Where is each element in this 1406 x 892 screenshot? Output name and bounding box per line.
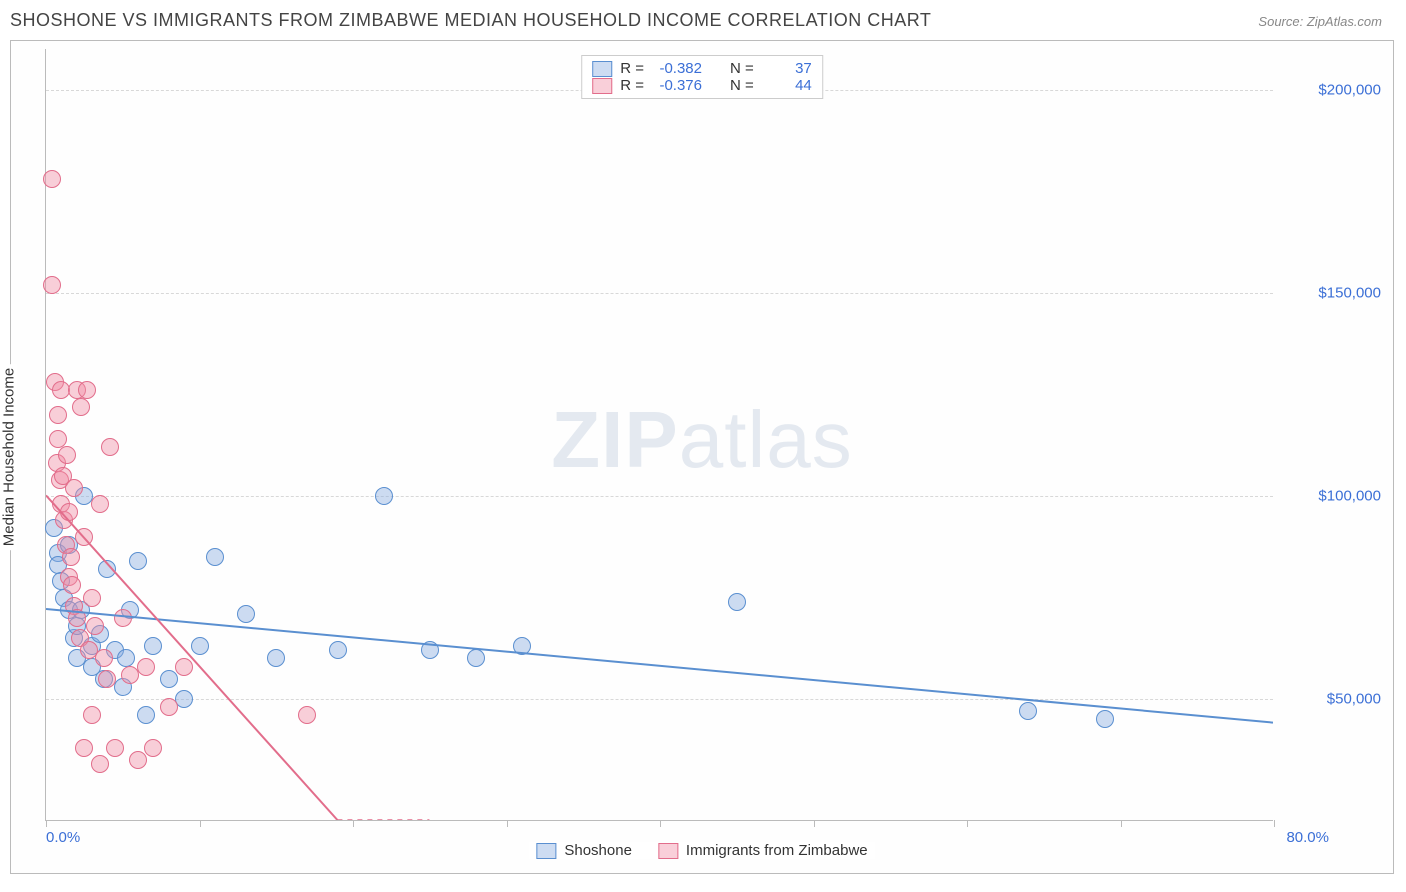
data-point [206,548,224,566]
source-name: ZipAtlas.com [1307,14,1382,29]
series-label: Shoshone [564,842,632,859]
data-point [728,593,746,611]
data-point [98,560,116,578]
x-tick [1121,820,1122,827]
data-point [75,528,93,546]
data-point [65,479,83,497]
n-label: N = [730,77,754,94]
y-tick-label: $150,000 [1318,284,1381,301]
x-tick [46,820,47,827]
data-point [98,670,116,688]
data-point [68,609,86,627]
source-label: Source: [1258,14,1303,29]
chart-title: SHOSHONE VS IMMIGRANTS FROM ZIMBABWE MED… [10,10,931,31]
data-point [43,276,61,294]
data-point [86,617,104,635]
x-max-label: 80.0% [1286,829,1329,846]
source-attribution: Source: ZipAtlas.com [1258,14,1382,29]
legend-row: R = -0.382 N = 37 [592,60,812,77]
gridline [46,293,1273,294]
x-min-label: 0.0% [46,829,80,846]
n-value: 37 [762,60,812,77]
data-point [63,576,81,594]
y-axis-label: Median Household Income [1,364,18,550]
legend-swatch [592,61,612,77]
x-tick [507,820,508,827]
x-tick [200,820,201,827]
data-point [329,641,347,659]
data-point [175,690,193,708]
data-point [91,755,109,773]
data-point [60,503,78,521]
x-tick [1274,820,1275,827]
series-legend-item: Immigrants from Zimbabwe [658,842,868,859]
data-point [43,170,61,188]
n-label: N = [730,60,754,77]
data-point [83,589,101,607]
data-point [298,706,316,724]
data-point [72,398,90,416]
data-point [117,649,135,667]
data-point [375,487,393,505]
data-point [129,751,147,769]
x-tick [353,820,354,827]
series-legend: Shoshone Immigrants from Zimbabwe [528,842,875,859]
series-legend-item: Shoshone [536,842,632,859]
data-point [160,670,178,688]
plot-area: $50,000$100,000$150,000$200,0000.0%80.0% [45,49,1273,821]
data-point [144,739,162,757]
data-point [1019,702,1037,720]
data-point [137,706,155,724]
r-label: R = [620,77,644,94]
r-value: -0.382 [652,60,702,77]
x-tick [967,820,968,827]
data-point [267,649,285,667]
data-point [78,381,96,399]
data-point [191,637,209,655]
r-value: -0.376 [652,77,702,94]
data-point [114,609,132,627]
data-point [91,495,109,513]
data-point [75,739,93,757]
data-point [106,739,124,757]
x-tick [660,820,661,827]
x-tick [814,820,815,827]
data-point [49,430,67,448]
data-point [101,438,119,456]
y-tick-label: $100,000 [1318,487,1381,504]
data-point [175,658,193,676]
y-tick-label: $50,000 [1327,691,1381,708]
correlation-legend: R = -0.382 N = 37 R = -0.376 N = 44 [581,55,823,99]
data-point [62,548,80,566]
data-point [421,641,439,659]
data-point [95,649,113,667]
data-point [83,706,101,724]
data-point [49,406,67,424]
data-point [129,552,147,570]
chart-header: SHOSHONE VS IMMIGRANTS FROM ZIMBABWE MED… [0,0,1406,37]
chart-container: Median Household Income ZIPatlas $50,000… [10,40,1394,874]
data-point [137,658,155,676]
legend-row: R = -0.376 N = 44 [592,77,812,94]
gridline [46,496,1273,497]
r-label: R = [620,60,644,77]
y-tick-label: $200,000 [1318,81,1381,98]
n-value: 44 [762,77,812,94]
legend-swatch [592,78,612,94]
gridline [46,699,1273,700]
trend-lines-layer [46,49,1273,820]
data-point [467,649,485,667]
data-point [160,698,178,716]
series-label: Immigrants from Zimbabwe [686,842,868,859]
data-point [513,637,531,655]
data-point [144,637,162,655]
data-point [237,605,255,623]
data-point [1096,710,1114,728]
legend-swatch [536,843,556,859]
data-point [58,446,76,464]
legend-swatch [658,843,678,859]
